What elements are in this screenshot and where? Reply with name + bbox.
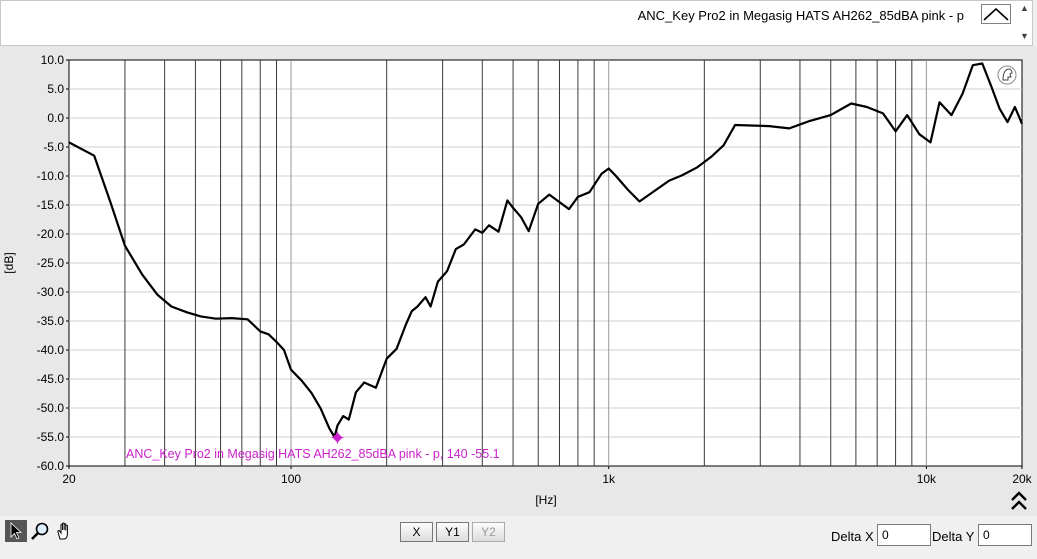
y-tick-label: -40.0 [37, 343, 65, 357]
y-tick-label: -55.0 [37, 430, 65, 444]
legend-scrollbar[interactable]: ▲ ▼ [1016, 1, 1034, 47]
cursor-label: ANC_Key Pro2 in Megasig HATS AH262_85dBA… [126, 447, 500, 461]
bottom-toolbar [0, 516, 1037, 559]
x-tick-label: 100 [281, 472, 301, 486]
y-tick-label: -20.0 [37, 227, 65, 241]
delta-x-label: Delta X [831, 529, 874, 544]
y-tick-label: -25.0 [37, 256, 65, 270]
expand-up-icon[interactable] [1010, 490, 1028, 512]
y2-cursor-button[interactable]: Y2 [472, 522, 505, 542]
y-tick-label: -15.0 [37, 198, 65, 212]
y-tick-label: -5.0 [43, 140, 64, 154]
y-tick-label: 10.0 [41, 53, 65, 67]
magnifier-icon [31, 522, 49, 540]
grid-lines [69, 60, 1022, 466]
cursor-layer: ANC_Key Pro2 in Megasig HATS AH262_85dBA… [126, 431, 500, 461]
y-tick-label: 5.0 [47, 82, 64, 96]
y-tick-label: 0.0 [47, 111, 64, 125]
y-axis-label: [dB] [2, 252, 16, 273]
frequency-response-chart[interactable]: 10.0 5.0 0.0 -5.0 -10.0 -15.0 -20.0 -25.0 -30.0 -… [0, 46, 1037, 516]
y-tick-label: -30.0 [37, 285, 65, 299]
y1-cursor-button[interactable]: Y1 [436, 522, 469, 542]
arrow-pointer-icon [10, 522, 23, 540]
x-tick-label: 10k [917, 472, 937, 486]
legend-box: ANC_Key Pro2 in Megasig HATS AH262_85dBA… [0, 0, 1033, 46]
x-tick-label: 20k [1012, 472, 1032, 486]
scroll-up-icon[interactable]: ▲ [1020, 3, 1029, 13]
y-tick-label: -10.0 [37, 169, 65, 183]
y-tick-label: -50.0 [37, 401, 65, 415]
y-tick-label: -45.0 [37, 372, 65, 386]
zoom-tool[interactable] [29, 520, 51, 542]
delta-y-field[interactable] [978, 524, 1032, 546]
legend-series-label[interactable]: ANC_Key Pro2 in Megasig HATS AH262_85dBA… [637, 8, 964, 23]
line-plot-swatch-icon[interactable] [981, 4, 1011, 24]
delta-y-label: Delta Y [932, 529, 975, 544]
pan-tool[interactable] [53, 520, 75, 542]
cursor-lock-icon[interactable] [997, 65, 1017, 85]
y-tick-label: -35.0 [37, 314, 65, 328]
y-tick-label: -60.0 [37, 459, 65, 473]
x-tick-label: 1k [602, 472, 616, 486]
x-tick-label: 20 [62, 472, 76, 486]
x-axis-label: [Hz] [535, 493, 556, 507]
x-axis-ticks: 20 100 1k 10k 20k [62, 466, 1033, 486]
legend-bar: ANC_Key Pro2 in Megasig HATS AH262_85dBA… [0, 0, 1037, 46]
x-cursor-button[interactable]: X [400, 522, 433, 542]
scroll-down-icon[interactable]: ▼ [1020, 31, 1029, 41]
y-axis-ticks: 10.0 5.0 0.0 -5.0 -10.0 -15.0 -20.0 -25.0 -30.0 -… [37, 53, 69, 473]
pointer-tool[interactable] [5, 520, 27, 542]
delta-x-field[interactable] [877, 524, 931, 546]
hand-icon [57, 522, 68, 540]
series-layer [68, 62, 1024, 439]
series-line [68, 62, 1024, 439]
